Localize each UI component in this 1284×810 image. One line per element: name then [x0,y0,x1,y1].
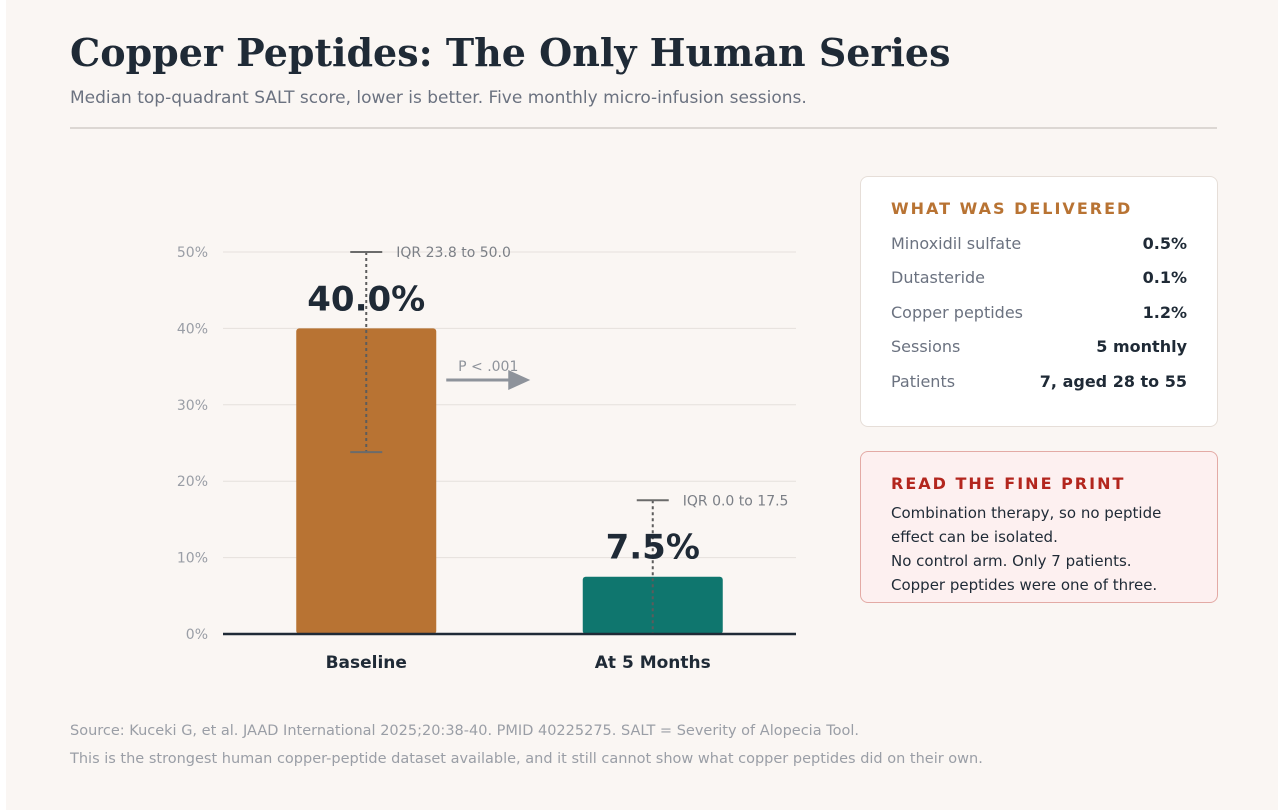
bar [582,576,723,634]
delivered-row-label: Sessions [891,337,961,357]
data-label: 7.5% [606,528,700,568]
delivered-heading: WHAT WAS DELIVERED [891,199,1133,218]
iqr-label: IQR 23.8 to 50.0 [396,245,511,261]
delivered-row: Copper peptides 1.2% [891,295,1187,330]
delivered-row-value: 5 monthly [1096,337,1187,357]
delivered-row: Sessions 5 monthly [891,330,1187,365]
y-tick-label: 30% [177,398,208,414]
iqr-label: IQR 0.0 to 17.5 [683,493,789,509]
y-tick-label: 50% [177,245,208,261]
delivered-card: WHAT WAS DELIVERED Minoxidil sulfate 0.5… [860,176,1218,427]
delivered-row-label: Patients [891,371,956,391]
delivered-row-label: Minoxidil sulfate [891,233,1022,253]
p-value-annotation: P < .001 [458,359,518,375]
y-tick-label: 10% [177,551,208,567]
delivered-row-value: 0.1% [1142,268,1187,288]
page-subtitle: Median top-quadrant SALT score, lower is… [70,88,807,108]
footer-note: This is the strongest human copper-pepti… [70,751,983,767]
delivered-row: Minoxidil sulfate 0.5% [891,226,1187,261]
data-label: 40.0% [307,279,425,319]
page-title: Copper Peptides: The Only Human Series [70,30,951,75]
delivered-row-label: Dutasteride [891,268,986,288]
delivered-row-value: 1.2% [1142,302,1187,322]
fine-print-heading: READ THE FINE PRINT [891,474,1126,493]
header-divider [70,127,1217,129]
delivered-row-value: 0.5% [1142,233,1187,253]
y-tick-label: 40% [177,321,208,337]
bar-chart: 0% 10% 20% 30% 40% 50% Baseline At 5 Months IQR … [177,245,796,673]
arrow-icon [508,370,531,390]
delivered-row: Dutasteride 0.1% [891,261,1187,296]
y-tick-label: 20% [177,474,208,490]
delivered-row: Patients 7, aged 28 to 55 [891,364,1187,399]
bar [296,328,437,634]
fine-print-line: No control arm. Only 7 patients. [891,552,1132,570]
delivered-row-value: 7, aged 28 to 55 [1039,371,1187,391]
fine-print-card: READ THE FINE PRINT Combination therapy,… [860,451,1218,603]
x-tick-label: At 5 Months [595,653,711,673]
page: Copper Peptides: The Only Human Series M… [6,0,1278,810]
fine-print-line: effect can be isolated. [891,528,1058,546]
delivered-row-label: Copper peptides [891,302,1023,322]
fine-print-line: Combination therapy, so no peptide [891,504,1162,522]
fine-print-line: Copper peptides were one of three. [891,576,1158,594]
y-tick-label: 0% [186,627,208,643]
x-tick-label: Baseline [326,653,407,673]
source-citation: Source: Kuceki G, et al. JAAD Internatio… [70,723,859,739]
